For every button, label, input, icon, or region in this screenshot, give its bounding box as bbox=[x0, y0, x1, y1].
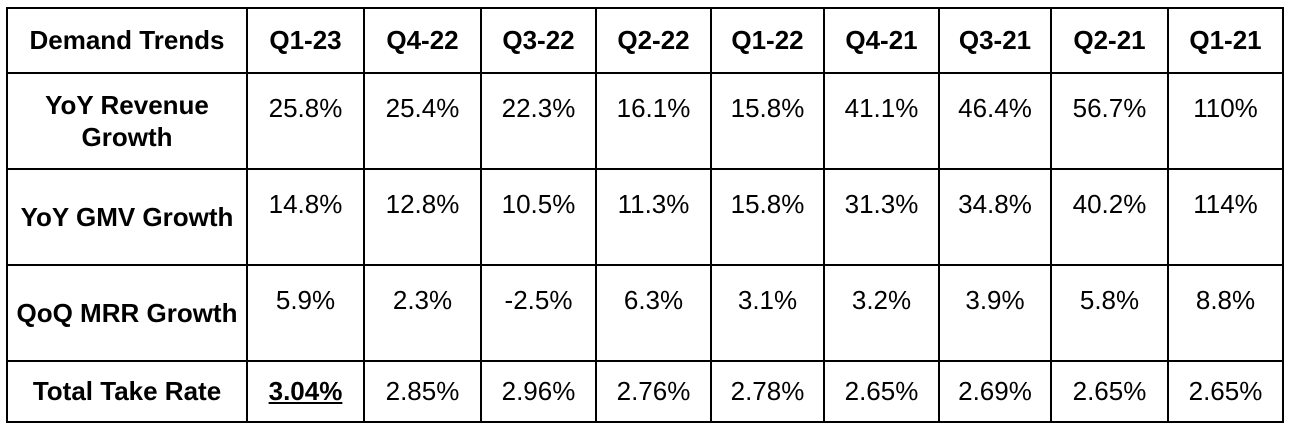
table-cell: 3.1% bbox=[710, 264, 825, 362]
table-cell: 16.1% bbox=[595, 72, 712, 170]
table-cell: 14.8% bbox=[246, 168, 365, 266]
table-cell: 11.3% bbox=[595, 168, 712, 266]
table-cell: 34.8% bbox=[938, 168, 1052, 266]
table-cell: 41.1% bbox=[823, 72, 940, 170]
table-cell: 2.78% bbox=[710, 360, 825, 423]
table-cell: 22.3% bbox=[480, 72, 597, 170]
table-cell: 2.65% bbox=[1167, 360, 1284, 423]
table-cell: 3.2% bbox=[823, 264, 940, 362]
table-cell: 2.69% bbox=[938, 360, 1052, 423]
row-label: QoQ MRR Growth bbox=[6, 264, 248, 362]
column-header: Q2-21 bbox=[1050, 7, 1169, 74]
table-cell: 2.65% bbox=[823, 360, 940, 423]
table-row: QoQ MRR Growth 5.9% 2.3% -2.5% 6.3% 3.1%… bbox=[6, 264, 1284, 362]
header-row: Demand Trends Q1-23 Q4-22 Q3-22 Q2-22 Q1… bbox=[6, 7, 1284, 74]
column-header: Q1-23 bbox=[246, 7, 365, 74]
column-header: Q4-21 bbox=[823, 7, 940, 74]
column-header: Q1-21 bbox=[1167, 7, 1284, 74]
table-cell: 12.8% bbox=[363, 168, 482, 266]
column-header: Q1-22 bbox=[710, 7, 825, 74]
table-row: Total Take Rate 3.04% 2.85% 2.96% 2.76% … bbox=[6, 360, 1284, 423]
table-cell: 10.5% bbox=[480, 168, 597, 266]
table-cell: 15.8% bbox=[710, 72, 825, 170]
table-cell: 6.3% bbox=[595, 264, 712, 362]
row-label: YoY Revenue Growth bbox=[6, 72, 248, 170]
table-cell: 5.9% bbox=[246, 264, 365, 362]
row-label: YoY GMV Growth bbox=[6, 168, 248, 266]
table-cell: 2.96% bbox=[480, 360, 597, 423]
table-row: YoY GMV Growth 14.8% 12.8% 10.5% 11.3% 1… bbox=[6, 168, 1284, 266]
column-header: Q3-21 bbox=[938, 7, 1052, 74]
column-header: Q4-22 bbox=[363, 7, 482, 74]
table-cell: 2.76% bbox=[595, 360, 712, 423]
table-cell: 2.85% bbox=[363, 360, 482, 423]
column-header: Q3-22 bbox=[480, 7, 597, 74]
table-cell: 3.9% bbox=[938, 264, 1052, 362]
table-cell: 31.3% bbox=[823, 168, 940, 266]
highlighted-cell: 3.04% bbox=[246, 360, 365, 423]
table-cell: 25.4% bbox=[363, 72, 482, 170]
table-cell: -2.5% bbox=[480, 264, 597, 362]
table-cell: 2.3% bbox=[363, 264, 482, 362]
table-cell: 40.2% bbox=[1050, 168, 1169, 266]
table-cell: 46.4% bbox=[938, 72, 1052, 170]
table-cell: 15.8% bbox=[710, 168, 825, 266]
row-label: Total Take Rate bbox=[6, 360, 248, 423]
table-cell: 8.8% bbox=[1167, 264, 1284, 362]
column-header: Q2-22 bbox=[595, 7, 712, 74]
demand-trends-table: Demand Trends Q1-23 Q4-22 Q3-22 Q2-22 Q1… bbox=[6, 7, 1284, 423]
corner-label: Demand Trends bbox=[6, 7, 248, 74]
table-cell: 25.8% bbox=[246, 72, 365, 170]
table-cell: 5.8% bbox=[1050, 264, 1169, 362]
table-row: YoY Revenue Growth 25.8% 25.4% 22.3% 16.… bbox=[6, 72, 1284, 170]
table-cell: 110% bbox=[1167, 72, 1284, 170]
table-cell: 2.65% bbox=[1050, 360, 1169, 423]
table-cell: 114% bbox=[1167, 168, 1284, 266]
table-cell: 56.7% bbox=[1050, 72, 1169, 170]
